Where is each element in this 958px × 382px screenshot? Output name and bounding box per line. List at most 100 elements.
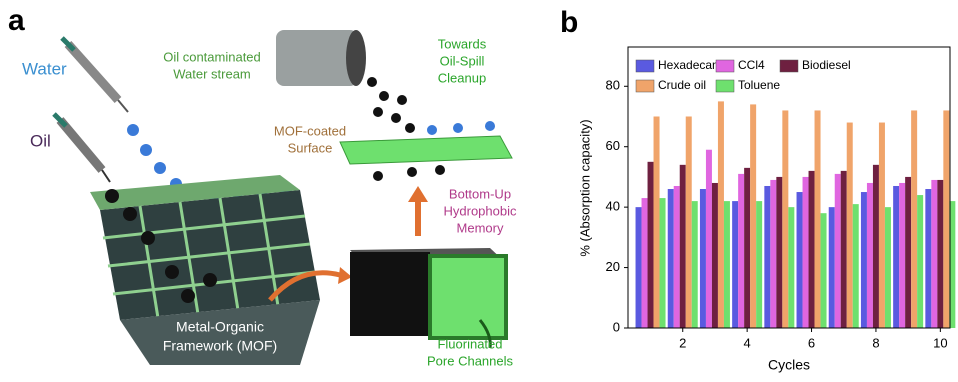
- x-tick-label: 10: [933, 335, 947, 350]
- memory-label: Hydrophobic: [444, 203, 517, 218]
- bar: [738, 173, 745, 328]
- mof-front: [120, 300, 320, 365]
- stream-drops: [367, 77, 415, 133]
- bar: [770, 179, 777, 328]
- panel-a: a Water Oil Metal: [8, 4, 517, 369]
- legend-swatch: [635, 79, 655, 93]
- bar: [899, 182, 906, 328]
- legend-swatch: [715, 59, 735, 73]
- bar: [852, 204, 859, 328]
- surface-label: MOF-coated: [274, 123, 346, 138]
- x-tick-label: 6: [808, 335, 815, 350]
- arrow: [268, 270, 341, 302]
- bar: [860, 192, 867, 328]
- bar: [925, 189, 932, 328]
- y-tick-label: 60: [606, 138, 620, 153]
- bar: [732, 201, 739, 328]
- channel: [350, 252, 430, 336]
- arrowhead: [408, 186, 428, 202]
- legend-swatch: [779, 59, 799, 73]
- bar: [828, 207, 835, 328]
- bar: [802, 176, 809, 328]
- bar: [911, 110, 918, 328]
- arrow: [478, 319, 492, 349]
- memory-label: Bottom-Up: [449, 186, 511, 201]
- bar: [808, 170, 815, 328]
- plot-frame: [627, 46, 951, 329]
- bar: [699, 189, 706, 328]
- x-tick-label: 4: [744, 335, 751, 350]
- channels-label: Pore Channels: [427, 353, 513, 368]
- legend-label: CCl4: [738, 58, 765, 72]
- bar: [949, 201, 956, 328]
- bar: [840, 170, 847, 328]
- water-syringe: [60, 36, 129, 113]
- bar: [905, 176, 912, 328]
- bar: [788, 207, 795, 328]
- y-tick-label: 80: [606, 78, 620, 93]
- bar: [641, 198, 648, 328]
- water-label: Water: [22, 59, 67, 78]
- mof-label: Framework (MOF): [163, 338, 277, 354]
- channel-opening: [428, 254, 508, 340]
- memory-label: Memory: [457, 220, 504, 235]
- bar: [756, 201, 763, 328]
- bar: [776, 176, 783, 328]
- bar: [659, 198, 666, 328]
- bar: [723, 201, 730, 328]
- panel-label: b: [560, 6, 578, 39]
- bar: [937, 179, 944, 328]
- towards-label: Cleanup: [438, 70, 486, 85]
- bar: [653, 116, 660, 328]
- bar: [750, 104, 757, 328]
- mof-top: [90, 175, 300, 210]
- legend-label: Biodiesel: [802, 58, 851, 72]
- bar: [782, 110, 789, 328]
- bar: [917, 195, 924, 328]
- y-tick-label: 0: [613, 319, 620, 334]
- legend-label: Crude oil: [658, 78, 706, 92]
- legend-label: Hexadecane: [658, 58, 726, 72]
- bar: [846, 122, 853, 329]
- towards-label: Towards: [438, 36, 487, 51]
- bar: [635, 207, 642, 328]
- bar: [893, 185, 900, 328]
- arrowhead: [338, 267, 352, 284]
- stream-label: Oil contaminated: [163, 49, 261, 64]
- pipe-end: [346, 30, 366, 86]
- bar: [931, 179, 938, 328]
- panel-b: b Cycles % (Absorption capacity) 0 20 40 60…: [560, 6, 956, 373]
- towards-label: Oil-Spill: [440, 53, 485, 68]
- bar: [711, 182, 718, 328]
- panel-label: a: [8, 4, 25, 37]
- bar: [685, 116, 692, 328]
- legend-swatch: [635, 59, 655, 73]
- bar: [705, 149, 712, 328]
- bar: [872, 164, 879, 328]
- bar: [814, 110, 821, 328]
- x-axis-label: Cycles: [768, 357, 810, 373]
- oil-label: Oil: [30, 131, 51, 150]
- bar: [691, 201, 698, 328]
- pipe: [276, 30, 358, 86]
- oil-syringe: [52, 112, 111, 183]
- stream-label: Water stream: [173, 66, 251, 81]
- bar: [647, 161, 654, 328]
- mof-label: Metal-Organic: [176, 319, 264, 335]
- x-tick-label: 8: [872, 335, 879, 350]
- y-axis-label: % (Absorption capacity): [577, 119, 592, 256]
- bar: [866, 182, 873, 328]
- legend-label: Toluene: [738, 78, 780, 92]
- bar: [884, 207, 891, 328]
- legend-swatch: [715, 79, 735, 93]
- bar: [717, 101, 724, 328]
- y-tick-label: 40: [606, 199, 620, 214]
- bar: [673, 185, 680, 328]
- bar: [744, 167, 751, 328]
- bar: [667, 189, 674, 328]
- bar: [878, 122, 885, 329]
- bar: [764, 185, 771, 328]
- surface-label: Surface: [288, 140, 333, 155]
- x-tick-label: 2: [679, 335, 686, 350]
